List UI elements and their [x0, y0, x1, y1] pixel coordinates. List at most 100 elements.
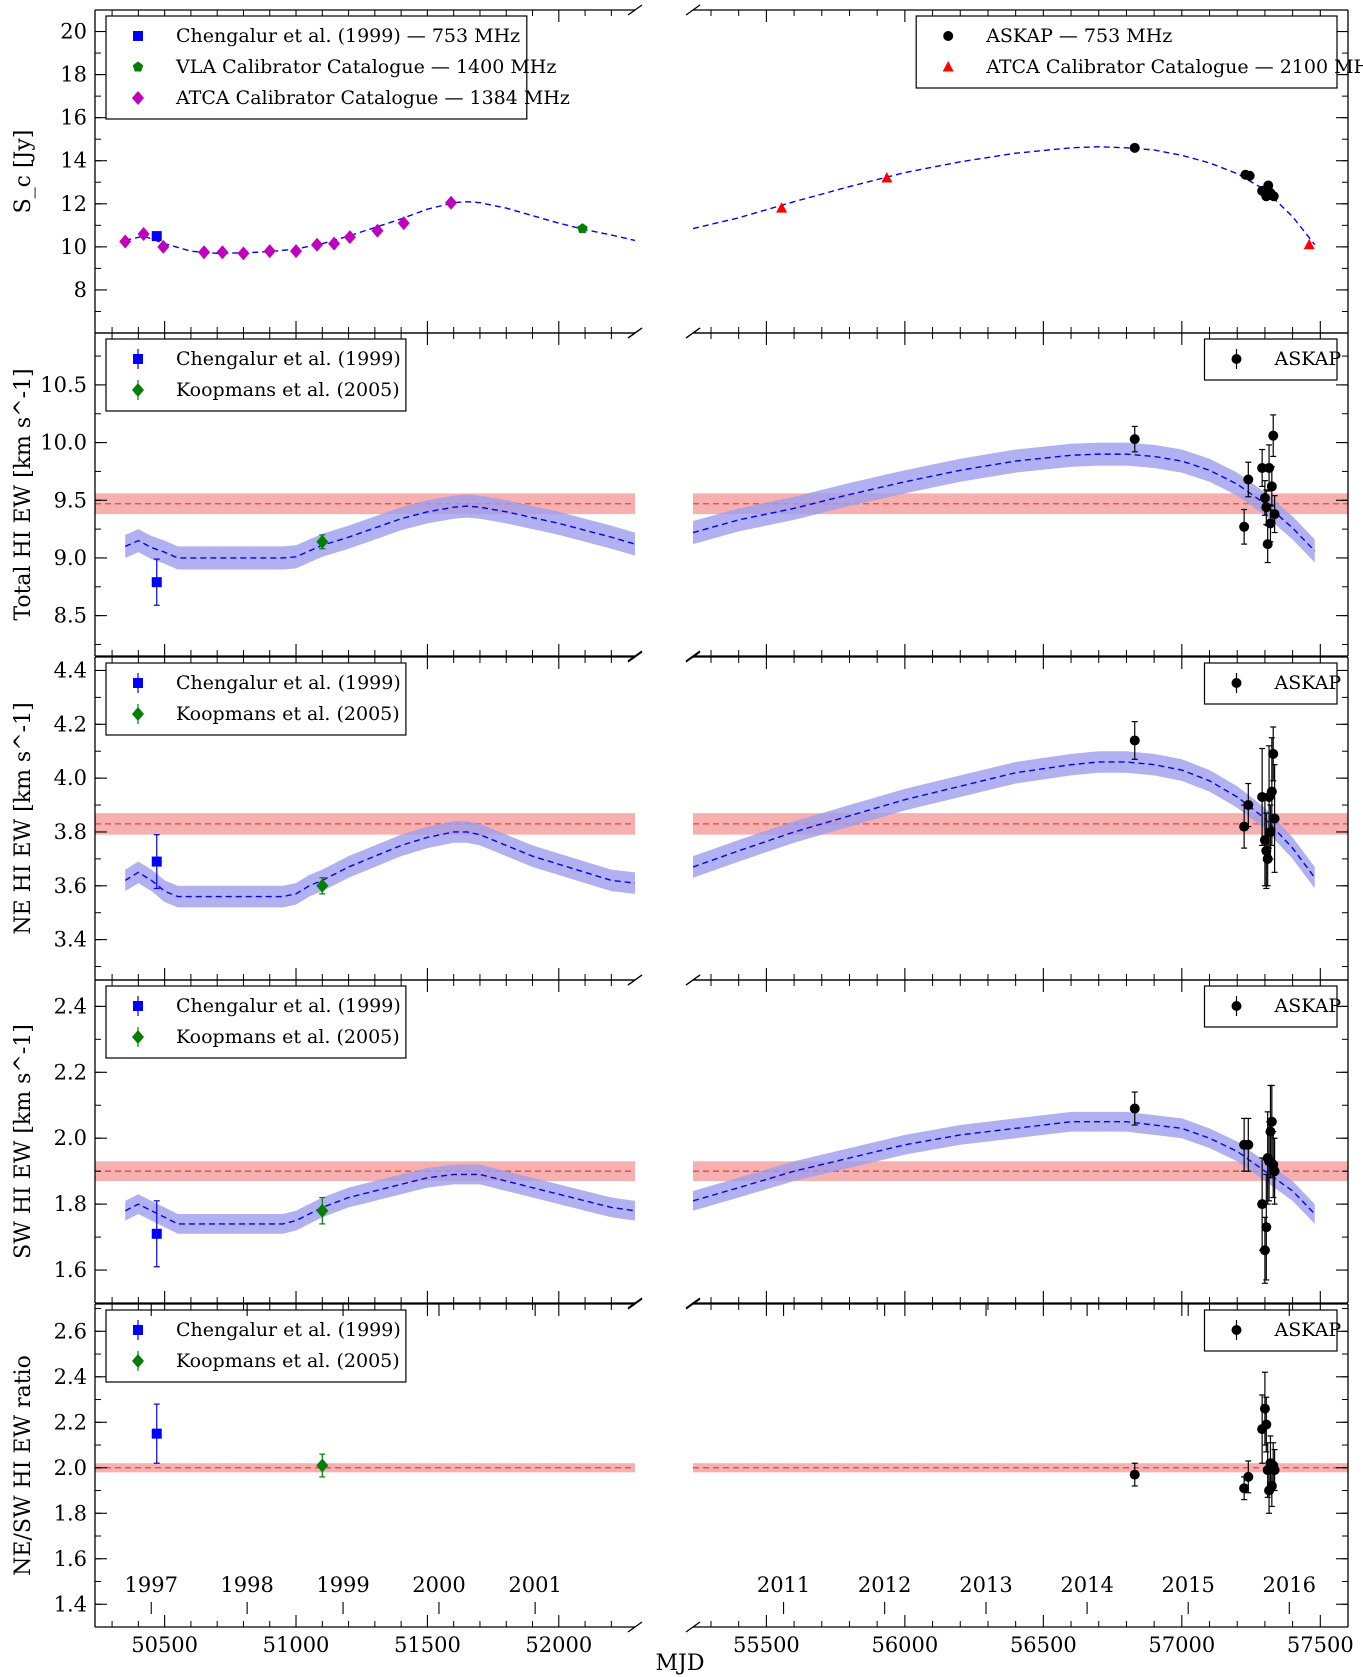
y-tick-label: 16: [60, 106, 87, 130]
data-point: [1243, 1139, 1254, 1150]
x-tick-label: 57000: [1148, 1633, 1215, 1657]
fit-uncertainty-band: [125, 821, 635, 908]
x-axis: 50500 51000 51500 52000 1997 1998 1999 2000 2001…: [125, 1304, 1354, 1657]
data-point: [1269, 813, 1280, 824]
axis-break-mark: [627, 327, 643, 339]
legend-marker: [942, 61, 954, 72]
legend-marker: [1231, 1325, 1242, 1335]
y-tick-label: 10.0: [40, 431, 87, 455]
axis-break-mark: [627, 974, 643, 986]
year-label: 2014: [1060, 1573, 1113, 1597]
legend-label: VLA Calibrator Catalogue — 1400 MHz: [175, 56, 556, 78]
data-point: [343, 230, 356, 245]
legend-label: ASKAP: [1274, 672, 1342, 694]
legend-box: [105, 15, 528, 120]
y-tick-label: 4.0: [54, 766, 87, 790]
legend-label: Koopmans et al. (2005): [176, 703, 400, 725]
data-point: [328, 236, 341, 251]
x-tick-label: 56000: [871, 1633, 938, 1657]
axis-break-mark: [685, 327, 701, 339]
y-tick-label: 10.5: [40, 373, 87, 397]
data-point: [157, 239, 170, 254]
legend-marker: [133, 31, 143, 41]
data-point: [1262, 539, 1273, 550]
axis-break-mark: [627, 1621, 643, 1633]
y-axis-title: NE/SW HI EW ratio: [11, 1355, 36, 1576]
legend-right: ASKAP: [1203, 985, 1341, 1028]
legend-label: Chengalur et al. (1999) — 753 MHz: [176, 25, 520, 47]
data-point: [1257, 462, 1268, 473]
legend-marker: [132, 707, 144, 721]
data-point: [316, 1203, 329, 1218]
legend-box: [105, 1309, 407, 1383]
year-label: 2013: [959, 1573, 1012, 1597]
y-tick-label: 9.5: [54, 488, 87, 512]
axis-break-mark: [627, 4, 643, 16]
y-tick-label: 3.6: [54, 874, 87, 898]
x-tick-label: 51500: [394, 1633, 461, 1657]
data-point: [1264, 462, 1275, 473]
fit-uncertainty-band: [125, 1164, 635, 1234]
data-point: [1265, 826, 1276, 837]
data-point: [1266, 1480, 1277, 1491]
data-point: [1261, 1419, 1272, 1430]
year-label: 2012: [858, 1573, 911, 1597]
year-label: 2000: [412, 1573, 465, 1597]
data-point: [1259, 1245, 1270, 1256]
data-point: [151, 577, 162, 588]
y-axis-title: Total HI EW [km s^-1]: [11, 368, 36, 620]
y-axis-title: SW HI EW [km s^-1]: [11, 1024, 36, 1259]
fit-uncertainty-band: [125, 494, 635, 570]
data-point: [316, 1458, 329, 1473]
data-point: [1268, 748, 1279, 759]
legend-label: Chengalur et al. (1999): [176, 672, 401, 694]
year-label: 1997: [125, 1573, 178, 1597]
x-tick-label: 51000: [263, 1633, 330, 1657]
data-point: [1269, 1465, 1280, 1476]
panel-ne_ew: 3.4 3.6 3.8 4.0 4.2 4.4 NE HI EW [km s^-1] Chen…: [11, 651, 1349, 986]
data-point: [577, 223, 588, 234]
panel-sw_ew: 1.6 1.8 2.0 2.2 2.4 SW HI EW [km s^-1] Chengal…: [11, 974, 1349, 1309]
legend-marker: [132, 1030, 144, 1044]
axis-break-mark: [627, 1297, 643, 1309]
data-point: [1303, 238, 1315, 250]
panel-continuum: 8 10 12 14 16 18 20 S_c [Jy] Chengalur et al. (1…: [11, 4, 1363, 339]
legend-marker: [133, 354, 143, 364]
legend-label: Koopmans et al. (2005): [176, 379, 400, 401]
legend-left: Chengalur et al. (1999) Koopmans et al. (…: [105, 985, 407, 1059]
data-point: [1259, 1403, 1270, 1414]
fit-uncertainty-band: [693, 442, 1315, 563]
y-tick-label: 1.4: [54, 1592, 87, 1616]
y-tick-label: 2.4: [54, 994, 87, 1018]
data-point: [1239, 521, 1250, 532]
x-tick-label: 55500: [733, 1633, 800, 1657]
fit-curve: [693, 761, 1316, 879]
y-tick-label: 2.0: [54, 1456, 87, 1480]
y-tick-label: 1.8: [54, 1501, 87, 1525]
x-tick-label: 57500: [1287, 1633, 1354, 1657]
y-tick-label: 9.0: [54, 546, 87, 570]
axis-break-mark: [685, 1297, 701, 1309]
legend-marker: [132, 383, 144, 397]
legend-right: ASKAP: [1203, 1309, 1341, 1352]
data-point: [1243, 800, 1254, 811]
data-point: [1265, 518, 1276, 529]
data-point: [1261, 1222, 1272, 1233]
x-axis-title: MJD: [656, 1651, 705, 1676]
legend-marker: [133, 1325, 143, 1335]
data-point: [1261, 502, 1272, 513]
y-axis-title: S_c [Jy]: [11, 130, 36, 214]
axis-break-mark: [685, 974, 701, 986]
data-point: [1243, 1471, 1254, 1482]
data-point: [881, 171, 893, 183]
y-tick-label: 8: [74, 278, 87, 302]
data-point: [1129, 1103, 1140, 1114]
legend-box: [1203, 985, 1338, 1028]
legend-box: [1203, 338, 1338, 381]
axis-break-mark: [685, 4, 701, 16]
fit-curve: [124, 831, 635, 898]
y-tick-label: 4.4: [54, 658, 87, 682]
y-tick-label: 20: [60, 20, 87, 44]
data-point: [151, 231, 162, 242]
